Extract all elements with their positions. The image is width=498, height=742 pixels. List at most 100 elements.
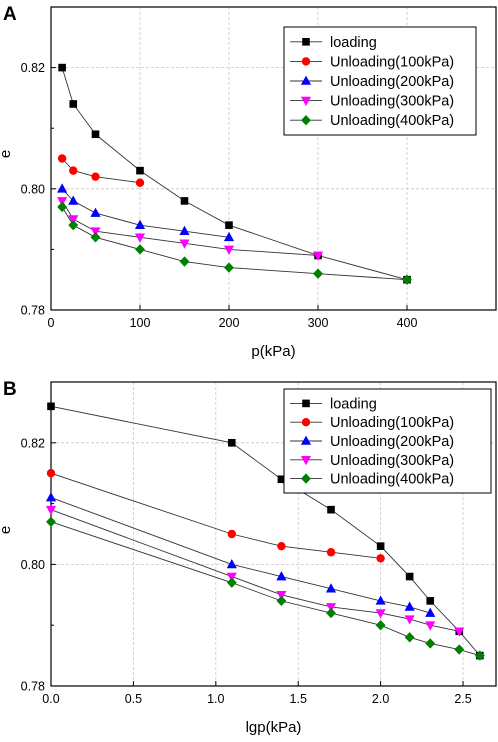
legend-label: Unloading(100kPa) xyxy=(330,54,454,70)
data-point xyxy=(68,219,79,231)
data-point xyxy=(277,541,286,551)
x-axis-title: p(kPa) xyxy=(251,343,295,360)
y-tick-label: 0.78 xyxy=(21,680,45,694)
data-point xyxy=(57,183,68,193)
data-point xyxy=(425,621,436,631)
data-point xyxy=(327,505,335,514)
x-tick-label: 2.5 xyxy=(454,692,471,706)
legend-marker xyxy=(300,455,312,466)
chart-panel-b: 0.0 0.5 1.0 1.5 2.0 2.5 0.78 0.80 0.82 lgp(kPa) e B… xyxy=(0,379,497,736)
data-point xyxy=(325,583,337,593)
x-tick-label: 2.0 xyxy=(372,692,389,706)
series-line xyxy=(61,67,408,281)
data-point xyxy=(474,650,485,661)
x-tick-label: 0.5 xyxy=(125,692,142,706)
x-tick-label: 1.5 xyxy=(290,692,307,706)
x-tick-label: 300 xyxy=(308,316,329,330)
data-point xyxy=(45,492,57,502)
data-point xyxy=(68,195,79,205)
data-point xyxy=(425,607,436,617)
data-point xyxy=(90,232,101,243)
data-point xyxy=(376,554,385,563)
series-line xyxy=(61,158,141,184)
legend-marker xyxy=(301,57,311,66)
data-point xyxy=(404,615,415,625)
data-point xyxy=(135,178,145,187)
legend-label: Unloading(300kPa) xyxy=(330,94,454,110)
data-point xyxy=(179,239,190,249)
y-tick-label: 0.82 xyxy=(21,61,45,75)
legend-label: Unloading(200kPa) xyxy=(330,434,454,450)
data-point xyxy=(46,469,56,478)
data-point xyxy=(225,221,233,229)
data-point xyxy=(376,542,385,550)
series-line xyxy=(61,188,230,238)
data-point xyxy=(90,207,101,217)
data-point xyxy=(226,572,237,582)
data-point xyxy=(325,603,337,613)
legend-marker xyxy=(301,115,311,126)
data-point xyxy=(69,100,78,108)
chart-panel-a: 0 100 200 300 400 0.78 0.80 0.82 p(kPa) e Aloading… xyxy=(0,4,497,360)
panel-label: A xyxy=(3,4,17,25)
y-axis-title: e xyxy=(0,150,14,158)
data-point xyxy=(276,571,287,581)
x-tick-label: 0 xyxy=(48,316,55,330)
legend-label: Unloading(200kPa) xyxy=(330,74,454,90)
series-line xyxy=(61,200,319,256)
data-point xyxy=(276,591,287,601)
legend-label: loading xyxy=(330,35,377,51)
legend-marker xyxy=(302,38,310,46)
x-tick-label: 1.0 xyxy=(207,692,224,706)
legend-marker xyxy=(300,435,312,445)
data-point xyxy=(46,516,56,528)
legend-marker xyxy=(301,473,311,484)
data-point xyxy=(404,632,415,643)
data-point xyxy=(57,201,68,213)
data-point xyxy=(69,166,78,175)
series-line xyxy=(50,497,431,614)
data-point xyxy=(404,601,415,611)
legend-label: Unloading(400kPa) xyxy=(330,472,454,488)
data-point xyxy=(228,438,236,447)
data-point xyxy=(426,597,435,605)
data-point xyxy=(135,244,145,255)
data-point xyxy=(223,231,235,242)
x-tick-label: 100 xyxy=(130,316,151,330)
data-point xyxy=(179,225,190,236)
panel-label: B xyxy=(3,379,17,400)
data-point xyxy=(226,577,237,588)
data-point xyxy=(91,172,100,181)
data-point xyxy=(179,256,190,267)
data-point xyxy=(375,620,386,631)
x-tick-label: 400 xyxy=(397,316,418,330)
legend-marker xyxy=(300,75,312,85)
legend-marker xyxy=(300,96,312,107)
data-point xyxy=(224,262,234,273)
plot-frame xyxy=(50,381,497,687)
data-point xyxy=(68,215,79,225)
data-point xyxy=(57,154,67,163)
data-point xyxy=(375,595,386,605)
legend: loading Unloading(100kPa) Unloading(200kPa… xyxy=(283,26,477,136)
series-line xyxy=(61,206,408,281)
data-point xyxy=(57,197,68,207)
x-tick-label: 200 xyxy=(219,316,240,330)
data-point xyxy=(58,63,66,72)
legend-label: Unloading(300kPa) xyxy=(330,453,454,469)
data-point xyxy=(136,166,144,175)
y-tick-label: 0.82 xyxy=(21,436,45,450)
data-point xyxy=(405,572,414,581)
data-point xyxy=(226,558,237,569)
data-point xyxy=(134,219,146,229)
data-point xyxy=(276,595,287,607)
y-tick-label: 0.80 xyxy=(21,558,45,572)
legend-marker xyxy=(301,418,311,427)
data-point xyxy=(91,130,100,139)
legend-label: Unloading(100kPa) xyxy=(330,415,454,431)
x-tick-label: 0.0 xyxy=(42,692,59,706)
data-point xyxy=(312,251,324,261)
data-point xyxy=(402,274,412,285)
data-point xyxy=(454,644,465,655)
